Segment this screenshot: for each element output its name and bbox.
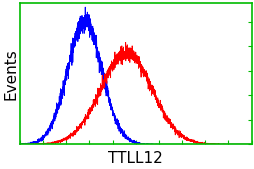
Y-axis label: Events: Events (4, 48, 18, 100)
X-axis label: TTLL12: TTLL12 (108, 151, 162, 165)
